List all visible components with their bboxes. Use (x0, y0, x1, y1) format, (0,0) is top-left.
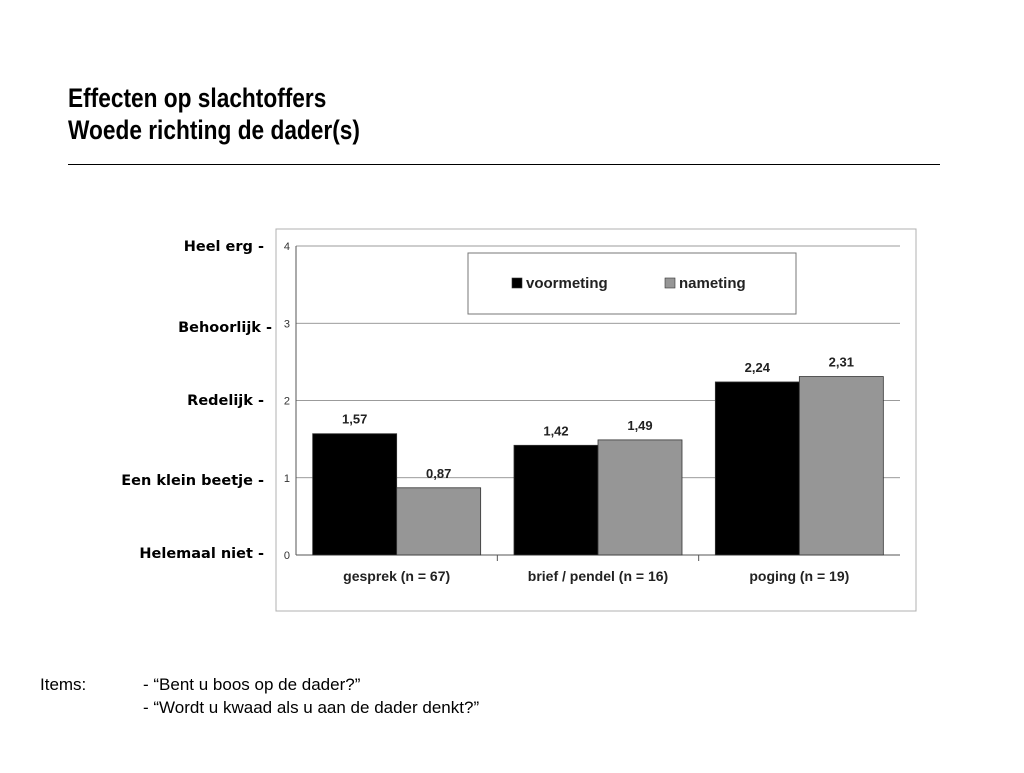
x-category-label: poging (n = 19) (749, 568, 849, 584)
y-tick-label: 0 (284, 550, 290, 562)
scale-label-een-klein-beetje: Een klein beetje - (121, 473, 264, 489)
legend-label-nameting: nameting (679, 275, 746, 292)
bar-nameting (396, 487, 482, 556)
data-label: 1,49 (627, 418, 652, 433)
slide-title: Effecten op slachtoffers Woede richting … (68, 82, 416, 146)
bar-nameting (597, 439, 683, 556)
data-label: 1,57 (342, 412, 367, 427)
scale-label-heel-erg: Heel erg - (183, 239, 264, 255)
title-divider (68, 164, 940, 165)
legend-swatch-voormeting (511, 277, 523, 289)
data-label: 0,87 (426, 466, 451, 481)
data-label: 1,42 (543, 423, 568, 438)
bar-voormeting (714, 381, 800, 556)
scale-label-helemaal-niet: Helemaal niet - (139, 546, 264, 562)
legend-swatch-nameting (664, 277, 676, 289)
title-line-2: Woede richting de dader(s) (68, 115, 360, 145)
y-tick-label: 1 (284, 473, 290, 485)
item-line-2: - “Wordt u kwaad als u aan de dader denk… (143, 698, 480, 717)
item-line-1: - “Bent u boos op de dader?” (143, 675, 361, 694)
scale-label-behoorlijk: Behoorlijk - (178, 320, 272, 336)
y-tick-label: 2 (284, 396, 290, 408)
y-tick-label: 4 (284, 241, 290, 253)
title-line-1: Effecten op slachtoffers (68, 83, 327, 113)
scale-label-redelijk: Redelijk - (187, 393, 264, 409)
chart-legend (467, 252, 797, 315)
bar-voormeting (513, 444, 599, 556)
data-label: 2,31 (829, 355, 854, 370)
x-category-label: brief / pendel (n = 16) (528, 568, 668, 584)
items-label: Items: (40, 675, 87, 694)
bar-voormeting (312, 433, 398, 556)
legend-label-voormeting: voormeting (526, 275, 608, 292)
bar-nameting (798, 376, 884, 556)
data-label: 2,24 (745, 360, 771, 375)
x-category-label: gesprek (n = 67) (343, 568, 450, 584)
y-tick-label: 3 (284, 318, 290, 330)
